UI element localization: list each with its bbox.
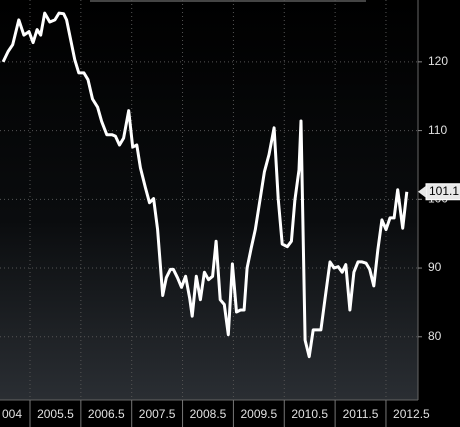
y-tick-label: 120	[428, 54, 448, 68]
y-tick-label: 110	[428, 123, 447, 137]
last-value-label: 101.1	[429, 184, 459, 198]
x-tick-label: 2006.5	[88, 407, 125, 421]
top-bar	[90, 0, 366, 2]
x-tick-label: 2008.5	[190, 407, 227, 421]
y-tick-label: 80	[428, 329, 442, 343]
last-value-pointer	[418, 185, 426, 198]
x-tick-label: 2010.5	[291, 407, 328, 421]
x-tick-label: 2005.5	[37, 407, 74, 421]
x-tick-label: 2007.5	[139, 407, 176, 421]
x-tick-label: 2011.5	[343, 407, 379, 421]
line	[1, 11, 409, 359]
y-tick-label: 90	[428, 260, 442, 274]
x-tick-label: 2012.5	[393, 407, 430, 421]
x-tick-label: 2009.5	[240, 407, 277, 421]
plot-background	[0, 0, 418, 400]
x-tick-label: 004	[2, 407, 22, 421]
